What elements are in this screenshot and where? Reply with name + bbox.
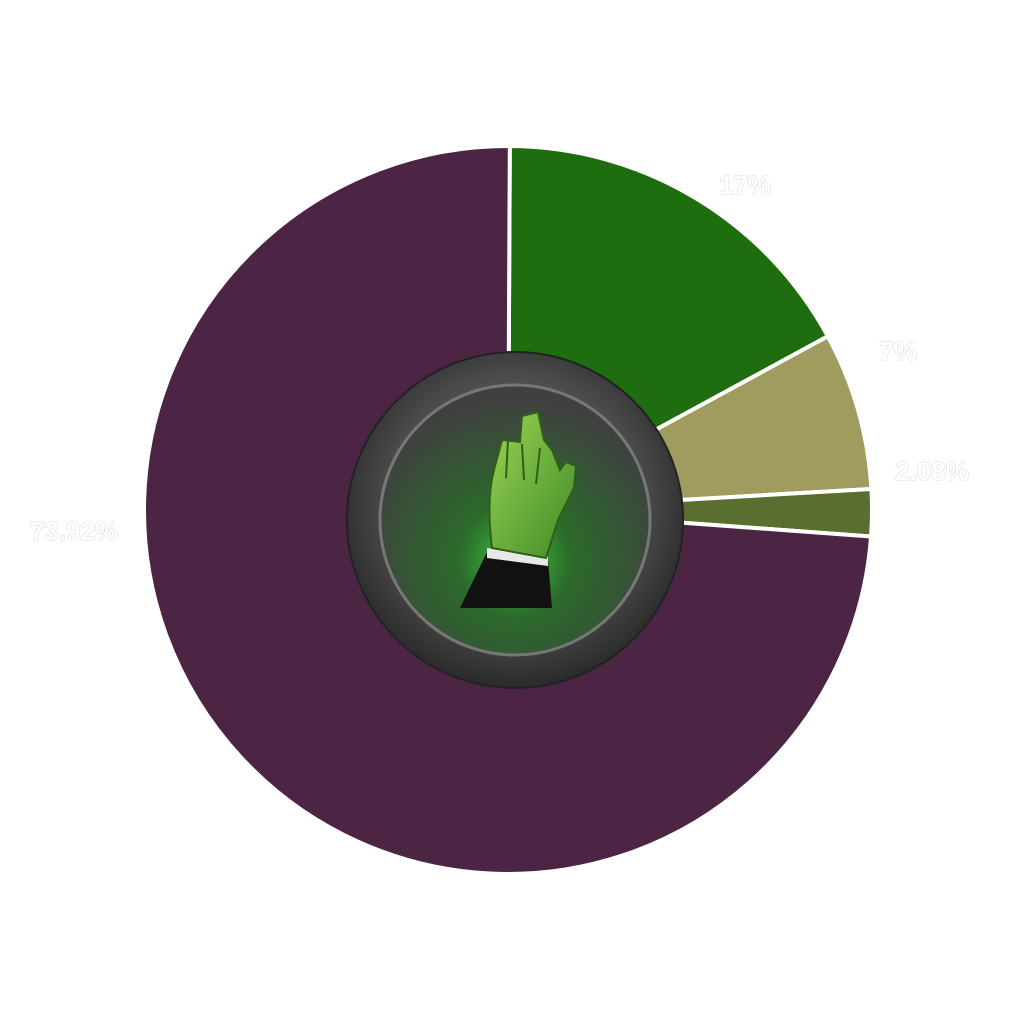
vulcan-salute-hand-icon (460, 410, 578, 608)
center-badge (346, 351, 684, 689)
pie-label-0: 17% (719, 170, 771, 200)
pie-label-2: 2.08% (895, 456, 969, 486)
pie-labels: 17% 7% 2.08% 73.92% (29, 170, 969, 547)
pie-label-3: 73.92% (30, 516, 118, 546)
pie-label-1: 7% (879, 336, 917, 366)
